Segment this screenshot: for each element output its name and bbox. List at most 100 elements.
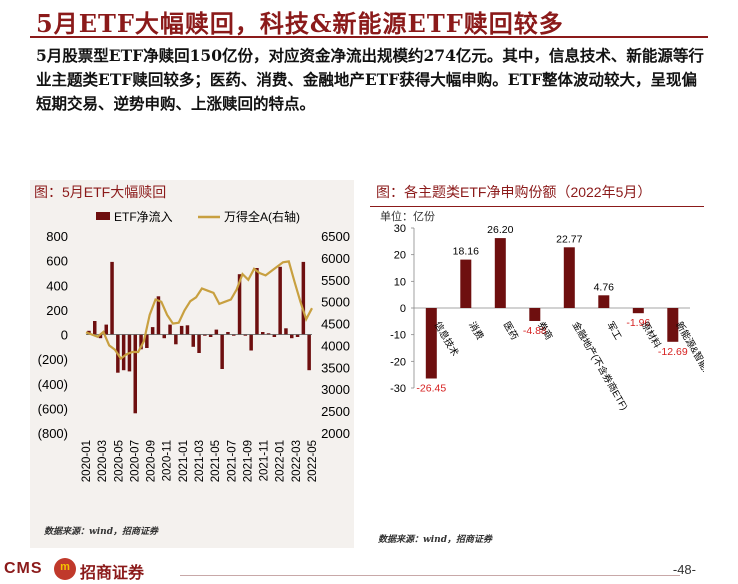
etf-flow-bar [174,334,178,345]
etf-flow-chart: ETF净流入 万得全A(右轴)8006004002000(200)(400)(60… [38,209,350,482]
left-axis-tick-label: (200) [38,352,68,367]
right-axis-tick-label: 2000 [321,426,350,441]
left-chart-source: 数据来源：wind，招商证券 [44,527,159,537]
logo-mark-glyph: m [60,561,70,573]
left-axis-tick-label: (800) [38,426,68,441]
y-axis-tick-label: -10 [390,330,406,342]
y-axis-tick-label: -30 [390,383,406,395]
etf-flow-bar [214,329,219,335]
etf-flow-bar [203,334,207,336]
title-divider [30,36,708,38]
x-axis-tick-label: 2020-03 [97,440,109,482]
etf-flow-bar [98,334,103,339]
y-axis-tick-label: 10 [394,276,406,288]
left-axis-tick-label: 800 [46,229,68,244]
right-chart-divider [370,206,704,207]
x-axis-tick-label: 2022-03 [291,440,303,482]
theme-etf-data-label: 26.20 [487,224,513,236]
theme-category-label: 军工 [604,320,623,342]
theme-etf-data-label: -1.96 [626,317,650,329]
x-axis-tick-label: 2020-05 [113,440,125,482]
y-axis-tick-label: -20 [390,356,406,368]
theme-etf-bar [494,238,506,308]
etf-flow-bar [284,328,288,335]
right-axis-tick-label: 4500 [321,317,350,332]
etf-flow-bar [220,334,224,369]
x-axis-tick-label: 2022-01 [275,440,287,482]
x-axis-tick-label: 2021-05 [210,440,222,482]
right-axis-tick-label: 3000 [321,382,350,397]
right-axis-tick-label: 2500 [321,404,350,419]
x-axis-tick-label: 2021-07 [226,440,238,482]
etf-flow-bar [208,334,213,337]
footer-divider [180,575,680,576]
etf-flow-bar [307,334,311,371]
logo-cms-text: CMS [4,560,43,577]
theme-category-label: 医药 [501,320,520,342]
theme-etf-data-label: -12.69 [658,346,688,358]
legend-label-bar: ETF净流入 [114,210,173,224]
right-axis-tick-label: 6500 [321,229,350,244]
left-chart-panel: 图：5月ETF大幅赎回 ETF净流入 万得全A(右轴) 800 600 400 200 0(… [30,180,354,548]
theme-etf-bar [529,308,541,321]
x-axis-tick-label: 2020-07 [129,440,141,482]
x-axis-tick-label: 2021-01 [178,440,190,482]
legend-swatch-bar [96,212,110,220]
y-axis-tick-label: 20 [394,250,406,262]
right-axis-tick-label: 4000 [321,338,350,353]
etf-flow-bar [179,325,184,335]
theme-etf-data-label: -26.45 [416,383,446,395]
summary-paragraph: 5月股票型ETF净赎回150亿份，对应资金净流出规模约274亿元。其中，信息技术… [36,46,704,113]
left-axis-tick-label: 600 [46,254,68,269]
etf-flow-bar [255,268,259,335]
logo-company-name: 招商证券 [80,563,145,582]
theme-etf-bar [563,247,575,308]
x-axis-tick-label: 2020-09 [146,440,158,482]
theme-etf-data-label: -4.88 [523,325,547,337]
right-chart-panel: 图：各主题类ETF净申购份额（2022年5月） 单位：亿份 30 20 10 0 -10 -… [370,180,704,548]
right-axis-tick-label: 3500 [321,360,350,375]
logo-mark-icon: m [54,558,76,580]
etf-flow-bar [168,324,172,335]
theme-etf-bar [632,308,644,314]
etf-flow-bar [272,334,277,337]
etf-flow-bar [266,333,271,335]
page-number: -48- [672,562,696,577]
legend-label-line: 万得全A(右轴) [224,209,300,224]
etf-flow-bar [249,334,253,351]
theme-etf-bar [598,295,610,308]
etf-flow-bar [162,334,166,339]
y-axis-tick-label: 30 [394,223,406,235]
etf-flow-bar [110,261,114,335]
etf-flow-bar [133,334,137,414]
left-axis-tick-label: (600) [38,401,68,416]
etf-flow-bar [295,334,300,337]
x-axis-tick-label: 2021-03 [194,440,206,482]
etf-flow-bar [232,334,236,336]
page-title: 5月ETF大幅赎回，科技&新能源ETF赎回较多 [36,9,564,38]
etf-flow-bar [191,334,195,347]
x-axis-tick-label: 2020-01 [81,440,93,482]
left-axis-tick-label: (400) [38,377,68,392]
title-bar: 5月ETF大幅赎回，科技&新能源ETF赎回较多 [0,0,738,38]
right-chart-title: 图：各主题类ETF净申购份额（2022年5月） [376,184,652,200]
right-axis-tick-label: 5000 [321,295,350,310]
etf-flow-bar [156,296,161,335]
left-axis-tick-label: 0 [61,328,68,343]
left-chart-title: 图：5月ETF大幅赎回 [34,184,167,200]
etf-flow-bar [237,274,242,335]
theme-etf-data-label: 4.76 [594,281,615,293]
right-axis-tick-label: 6000 [321,251,350,266]
theme-etf-data-label: 18.16 [453,246,479,258]
etf-flow-bar [226,332,230,335]
etf-flow-bar [290,334,294,339]
theme-etf-bar [667,308,679,342]
unit-label: 单位：亿份 [380,209,435,223]
theme-etf-bar [425,308,437,379]
right-chart-source: 数据来源：wind，招商证券 [378,535,493,545]
theme-etf-bar [460,259,472,308]
etf-flow-bar [197,334,201,353]
etf-flow-bar [139,334,143,350]
etf-flow-bar [150,327,155,335]
